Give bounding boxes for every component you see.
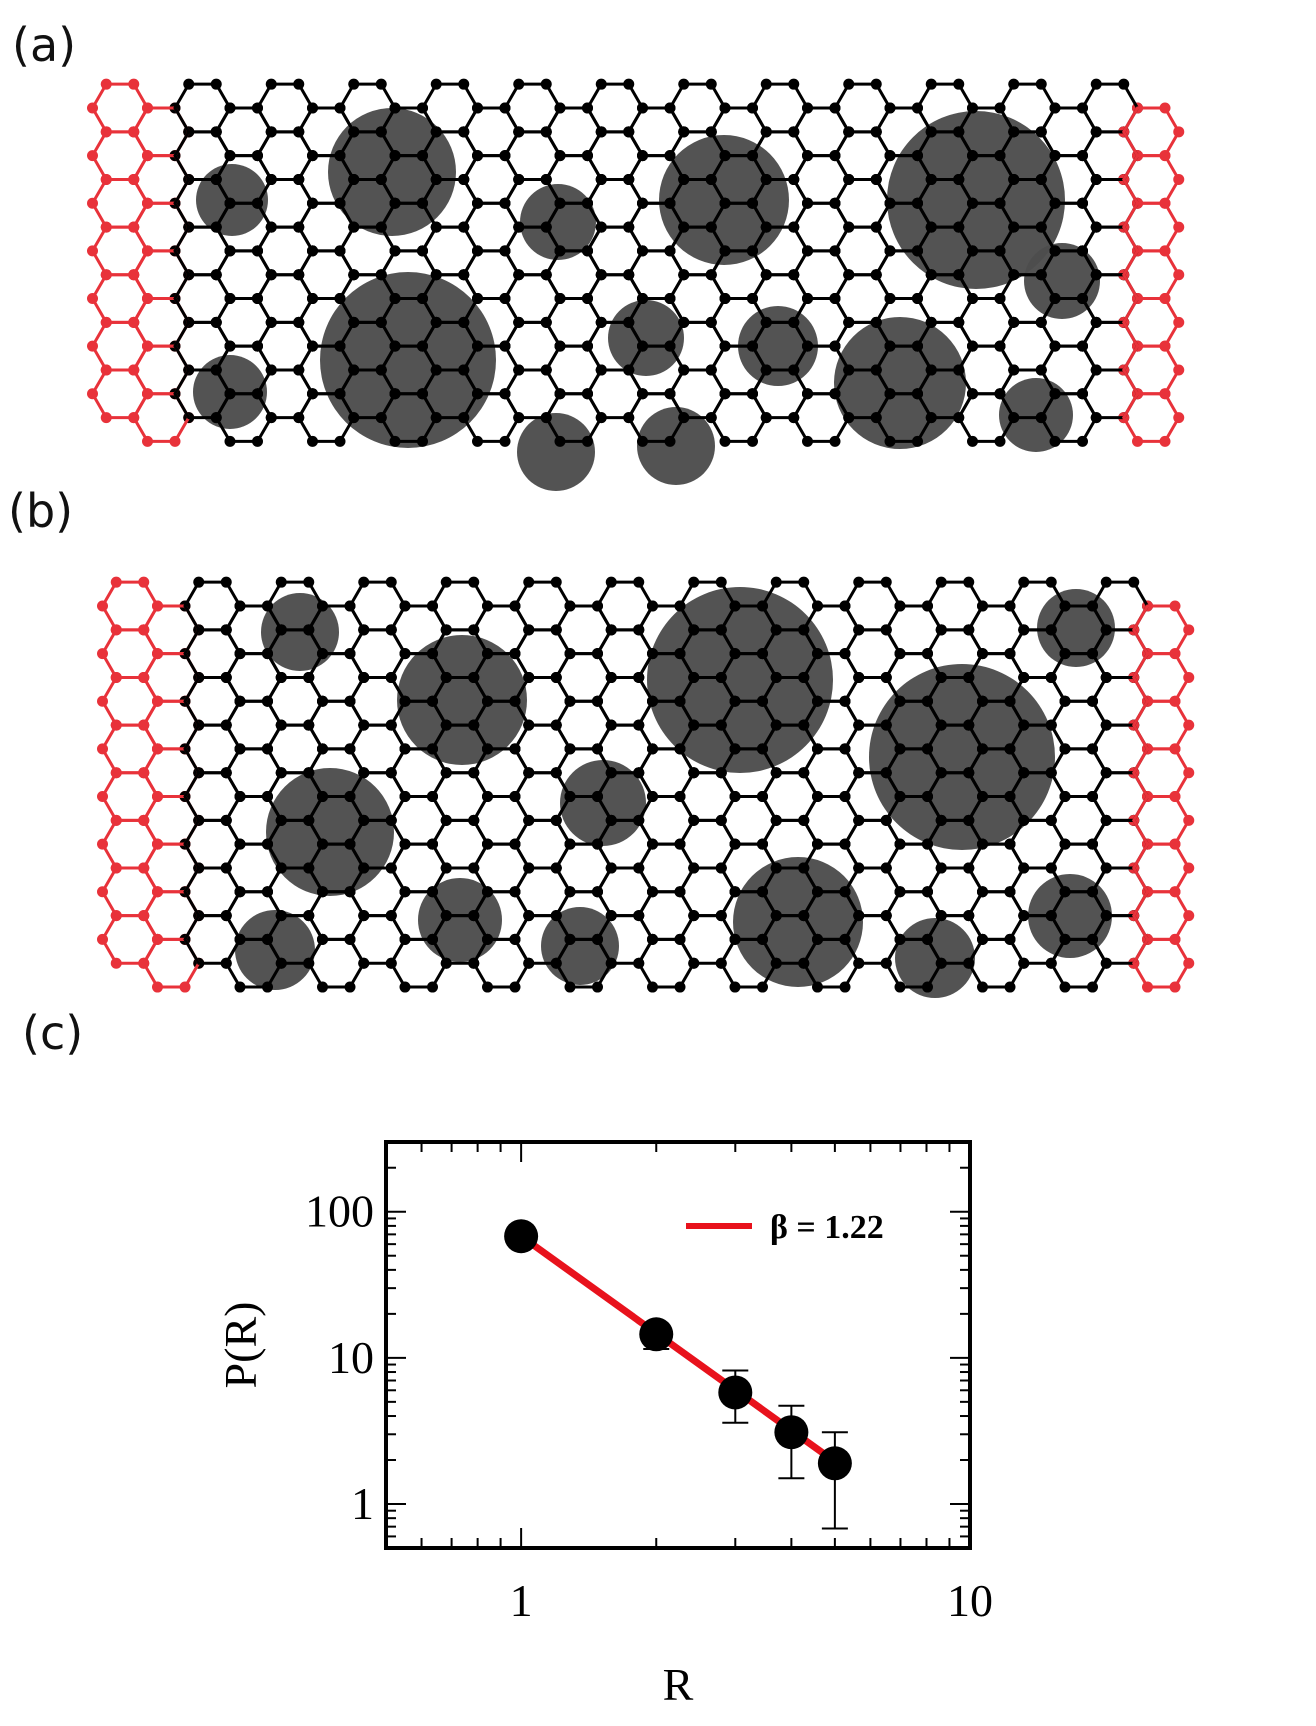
hexagon	[1132, 937, 1191, 989]
disorder-region	[517, 413, 595, 491]
panel-label-c: (c)	[22, 1006, 84, 1060]
disorder-region	[266, 768, 394, 896]
lattice-panel-b	[97, 576, 1195, 998]
y-axis-label: P(R)	[215, 1302, 266, 1389]
panel-label-a: (a)	[12, 18, 77, 72]
y-tick-label: 1	[351, 1478, 374, 1529]
data-points	[504, 1219, 852, 1530]
data-point	[817, 1431, 852, 1530]
axis-ticks	[385, 1141, 971, 1549]
x-tick-label: 1	[510, 1575, 533, 1626]
hexagon	[1122, 297, 1181, 348]
hexagon	[1122, 154, 1181, 205]
hexagon	[1122, 249, 1181, 301]
hexagon	[1122, 201, 1181, 253]
power-law-chart: 1 10 1 10 100 R P(R) β = 1.22	[215, 1140, 993, 1710]
hexagon	[1132, 747, 1191, 799]
marker	[639, 1317, 674, 1352]
disorder-region	[738, 306, 818, 386]
x-tick-label: 10	[947, 1575, 993, 1626]
hexagon	[1132, 842, 1191, 894]
bonds	[100, 580, 1191, 989]
hexagon	[1132, 795, 1191, 846]
disorder-region	[418, 878, 502, 962]
marker	[817, 1446, 852, 1481]
disorder-region	[397, 635, 527, 765]
y-tick-label: 10	[328, 1332, 374, 1383]
bonds	[90, 82, 1181, 443]
data-point	[774, 1404, 809, 1480]
hexagon	[1132, 890, 1191, 941]
hexagon	[1132, 652, 1191, 703]
data-point	[504, 1219, 539, 1254]
hexagon	[1122, 106, 1181, 158]
disorder-region	[637, 407, 715, 485]
marker	[504, 1219, 539, 1254]
data-point	[639, 1317, 674, 1352]
hexagon	[1132, 699, 1191, 751]
disorder-region	[560, 760, 646, 846]
disorder-region	[320, 272, 496, 448]
lattice-panel-a	[87, 78, 1185, 491]
marker	[718, 1375, 753, 1410]
panel-label-b: (b)	[8, 484, 74, 538]
marker	[774, 1415, 809, 1450]
disorder-region	[608, 300, 684, 376]
plot-frame	[384, 1140, 972, 1550]
data-point	[718, 1369, 753, 1424]
legend-label: β = 1.22	[770, 1209, 884, 1246]
hexagon	[1122, 344, 1181, 396]
x-axis-label: R	[663, 1659, 694, 1710]
hexagon	[1122, 392, 1181, 443]
hexagon	[1132, 604, 1191, 656]
disorder-region	[869, 664, 1055, 850]
disorder-region	[834, 317, 966, 449]
y-tick-label: 100	[305, 1186, 374, 1237]
disorder-region	[733, 857, 863, 987]
axis-tick-labels: 1 10 1 10 100	[305, 1186, 993, 1626]
